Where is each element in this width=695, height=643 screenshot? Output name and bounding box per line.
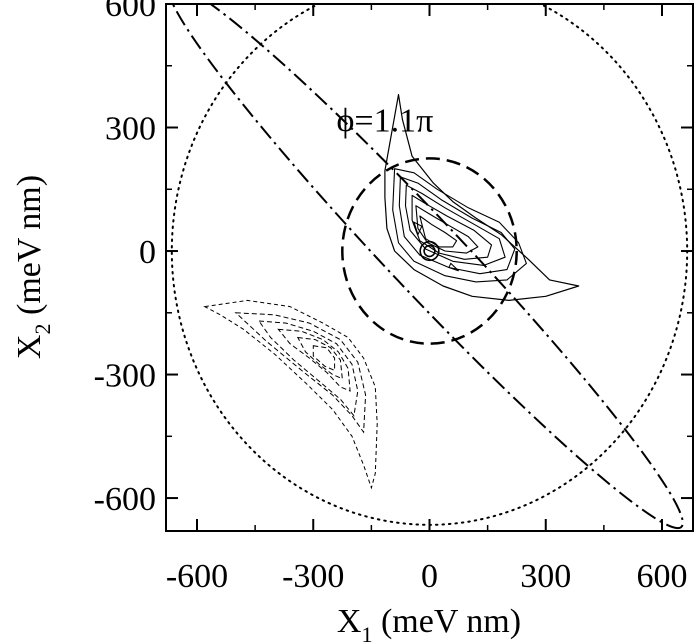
dashed-contour-3 [277,328,351,392]
dotted-circle [170,4,689,526]
x-tick-label: -600 [166,558,228,595]
y-axis-title: X2 (meV nm) [11,175,55,359]
x-tick-label: 0 [421,558,438,595]
solid-contour-5 [415,205,479,254]
tick-labels: -600 -300 0 300 600 -600 -300 0 300 600 [94,0,688,595]
y-tick-label: 300 [105,111,156,148]
small-contour-4 [448,262,459,272]
y-tick-label: -600 [94,481,156,518]
plot-frame [165,3,694,532]
dashed-contour-1 [234,312,367,434]
solid-contour-2 [398,176,516,275]
dashed-crescent-outline [203,299,378,490]
phase-annotation: ϕ=1.1π [337,103,434,140]
y-tick-label: 0 [139,234,156,271]
solid-contour-3 [404,184,506,266]
y-tick-label: 600 [105,0,156,24]
axis-ticks [166,3,693,531]
x-tick-label: 300 [520,558,571,595]
dashed-contour-5 [312,345,336,372]
x-axis-title-unit: (meV nm) [372,603,521,640]
small-contour-3 [413,221,423,237]
x-axis-title-subscript: 1 [361,622,372,643]
solid-contour-6 [419,215,458,248]
y-axis-title-subscript: 2 [30,324,55,335]
x-tick-label: -300 [282,558,344,595]
dash-dot-ellipse [167,4,684,530]
y-axis-title-unit: (meV nm) [11,175,48,324]
y-tick-label: -300 [94,358,156,395]
x-tick-label: 600 [637,558,688,595]
plot-content [167,4,689,530]
y-axis-title-main: X [11,335,48,360]
solid-contour-1 [392,168,527,283]
peak-contour-2 [419,240,440,262]
dashed-circle [341,157,518,345]
peak-contour-1 [423,244,436,258]
dashed-contour-2 [257,320,359,417]
x-axis-title: X1 (meV nm) [337,603,521,643]
x-axis-title-main: X [337,603,362,640]
solid-crescent-outline [384,94,580,301]
